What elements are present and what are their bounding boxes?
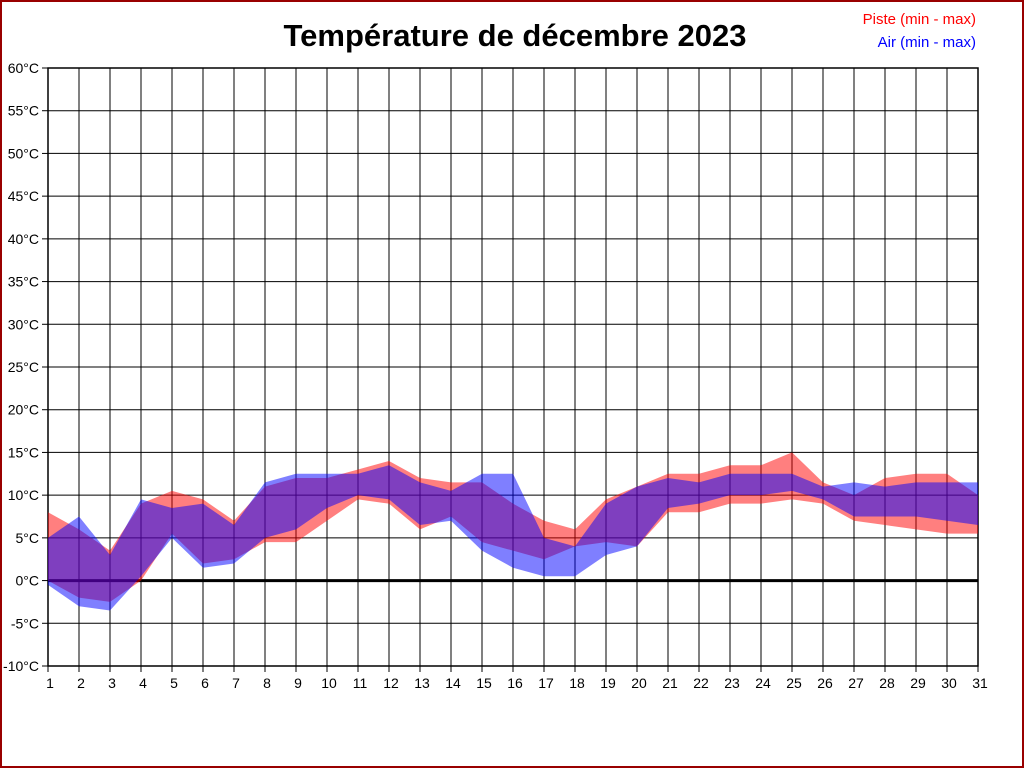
x-tick-label: 19 [600,675,616,691]
x-tick-label: 27 [848,675,864,691]
x-tick-label: 20 [631,675,647,691]
data-bands [48,452,978,611]
x-tick-label: 31 [972,675,988,691]
y-tick-label: 50°C [8,145,39,161]
y-tick-label: 25°C [8,359,39,375]
x-tick-label: 7 [232,675,240,691]
x-tick-label: 3 [108,675,116,691]
x-tick-label: 10 [321,675,337,691]
x-tick-label: 22 [693,675,709,691]
x-tick-label: 16 [507,675,523,691]
x-tick-label: 6 [201,675,209,691]
x-tick-label: 5 [170,675,178,691]
y-tick-label: 20°C [8,402,39,418]
x-tick-label: 17 [538,675,554,691]
x-tick-label: 25 [786,675,802,691]
x-tick-label: 30 [941,675,957,691]
x-tick-label: 24 [755,675,771,691]
y-tick-label: 55°C [8,103,39,119]
grid [47,67,979,667]
x-tick-label: 29 [910,675,926,691]
legend-piste-label: Piste (min - max) [863,11,976,28]
x-tick-label: 11 [353,675,368,691]
air-band [48,465,978,611]
x-tick-label: 18 [569,675,585,691]
x-tick-label: 1 [46,675,54,691]
chart-title: Température de décembre 2023 [284,18,747,53]
y-tick-label: 30°C [8,316,39,332]
x-tick-label: 15 [476,675,492,691]
y-tick-label: -5°C [11,615,39,631]
y-tick-label: 10°C [8,487,39,503]
y-tick-label: 35°C [8,274,39,290]
y-tick-label: 15°C [8,444,39,460]
y-tick-label: -10°C [3,658,39,674]
x-tick-label: 9 [294,675,302,691]
x-tick-label: 14 [445,675,461,691]
y-tick-label: 45°C [8,188,39,204]
y-tick-label: 0°C [16,573,40,589]
x-tick-label: 23 [724,675,740,691]
y-tick-label: 5°C [16,530,40,546]
y-tick-label: 60°C [8,60,39,76]
x-tick-label: 21 [662,675,678,691]
y-tick-label: 40°C [8,231,39,247]
x-tick-label: 8 [263,675,271,691]
x-tick-label: 4 [139,675,147,691]
x-tick-label: 26 [817,675,833,691]
axes: -10°C -5°C 0°C 5°C 10°C 15°C 20°C 25°C 30°C 35°C 4… [3,60,988,691]
legend-air-label: Air (min - max) [878,34,976,51]
x-tick-label: 13 [414,675,430,691]
x-tick-label: 28 [879,675,895,691]
x-tick-label: 12 [383,675,399,691]
x-tick-label: 2 [77,675,85,691]
